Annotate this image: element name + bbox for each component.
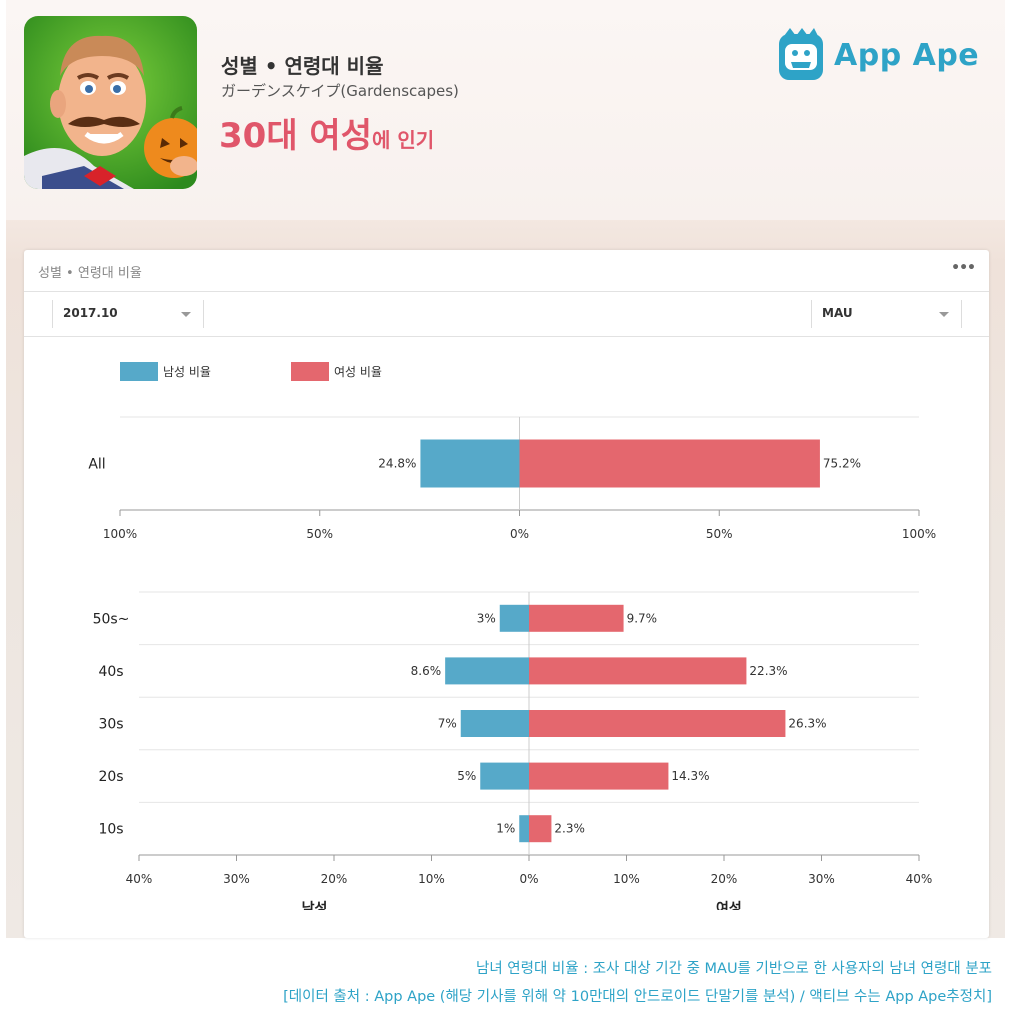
x-tick-label: 30% [223, 872, 250, 886]
axis-label-male: 남성 [302, 900, 328, 910]
bar-male [499, 604, 529, 632]
data-label-male: 3% [477, 611, 496, 625]
data-label-male: 5% [457, 769, 476, 783]
x-tick-label: 100% [902, 527, 936, 541]
ape-icon [779, 28, 823, 80]
header-title: 성별 • 연령대 비율 [221, 54, 384, 78]
category-label: 50s~ [93, 611, 130, 627]
bar-male [460, 710, 529, 737]
data-label-female: 26.3% [788, 717, 826, 731]
bar-male [480, 762, 529, 790]
bar-male [420, 439, 520, 488]
x-tick-label: 10% [418, 872, 445, 886]
chart-card: 성별 • 연령대 비율 ••• 2017.10 MAU 남성 비율 여성 비율 … [24, 250, 989, 938]
x-tick-label: 30% [808, 872, 835, 886]
category-label: All [88, 457, 105, 473]
x-tick-label: 100% [103, 527, 137, 541]
header-headline: 30대 여성에 인기 [219, 108, 434, 157]
footer-note: 남녀 연령대 비율 : 조사 대상 기간 중 MAU를 기반으로 한 사용자의 … [476, 961, 992, 977]
legend-male-swatch [120, 362, 158, 381]
app-icon [24, 16, 197, 189]
data-label-female: 22.3% [749, 664, 787, 678]
more-icon[interactable]: ••• [951, 260, 976, 276]
legend-male[interactable]: 남성 비율 [120, 362, 211, 381]
legend-female[interactable]: 여성 비율 [291, 362, 382, 381]
axis-label-female: 여성 [716, 900, 742, 910]
data-label-male: 7% [438, 717, 457, 731]
bar-male [445, 657, 529, 685]
bar-female [529, 657, 747, 685]
chart-all: 100% 50% 0% 50% 100% All 24.8% 75.2% [88, 416, 936, 541]
toolbar: 2017.10 MAU [24, 291, 989, 337]
data-label-male: 8.6% [411, 664, 442, 678]
bar-female [529, 762, 669, 790]
x-tick-label: 20% [711, 872, 738, 886]
category-label: 40s [98, 664, 123, 680]
metric-select[interactable]: MAU [811, 300, 962, 328]
chart-age: 40% 30% 20% 10% 0% 10% 20% 30% 40% 50s~ 3% 9.7% 40s 8… [93, 591, 933, 910]
data-label-female: 9.7% [627, 611, 658, 625]
legend-female-swatch [291, 362, 329, 381]
headline-main: 30대 여성 [219, 116, 372, 156]
x-tick-label: 10% [613, 872, 640, 886]
metric-value: MAU [822, 306, 853, 320]
bar-female [529, 604, 624, 632]
bar-male [519, 815, 529, 843]
x-tick-label: 40% [906, 872, 933, 886]
data-label-female: 2.3% [554, 822, 585, 836]
bar-female [529, 815, 552, 843]
period-select[interactable]: 2017.10 [52, 300, 204, 328]
x-tick-label: 0% [510, 527, 529, 541]
x-tick-label: 40% [126, 872, 153, 886]
x-tick-label: 50% [706, 527, 733, 541]
header-subtitle: ガーデンスケイプ(Gardenscapes) [221, 82, 459, 100]
bar-female [519, 439, 820, 488]
data-label-female: 75.2% [823, 457, 861, 471]
legend-female-label: 여성 비율 [334, 365, 382, 379]
bar-female [529, 710, 786, 737]
headline-suffix: 에 인기 [372, 128, 435, 152]
card-title: 성별 • 연령대 비율 [38, 266, 142, 281]
category-label: 10s [98, 822, 123, 838]
data-label-male: 24.8% [378, 457, 416, 471]
chevron-down-icon [181, 312, 191, 317]
brand-name: App Ape [834, 37, 980, 73]
period-value: 2017.10 [63, 306, 118, 320]
category-label: 20s [98, 769, 123, 785]
x-tick-label: 50% [306, 527, 333, 541]
data-label-male: 1% [496, 822, 515, 836]
category-label: 30s [98, 717, 123, 733]
legend-male-label: 남성 비율 [163, 365, 211, 379]
data-label-female: 14.3% [671, 769, 709, 783]
footer-source: [데이터 출처 : App Ape (해당 기사를 위해 약 10만대의 안드로… [283, 989, 992, 1005]
x-tick-label: 0% [519, 872, 538, 886]
x-tick-label: 20% [321, 872, 348, 886]
chevron-down-icon [939, 312, 949, 317]
brand-logo[interactable]: App Ape [776, 26, 979, 84]
